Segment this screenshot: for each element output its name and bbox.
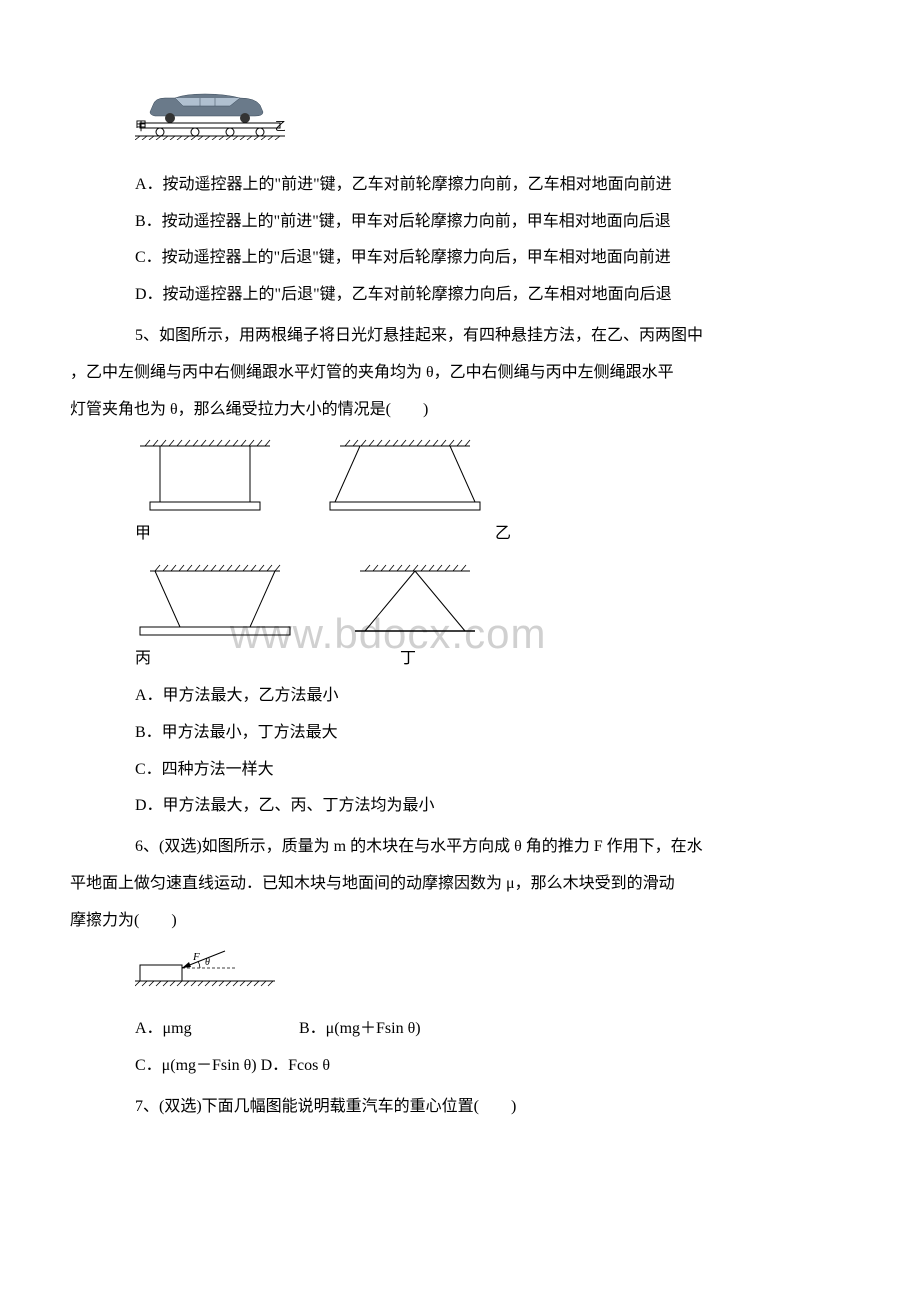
q6-option-a: A．μmg [135, 1015, 295, 1044]
svg-text:F: F [192, 951, 200, 963]
q5-option-a: A．甲方法最大，乙方法最小 [135, 682, 850, 711]
q6-option-b: B．μ(mg＋Fsin θ) [299, 1020, 421, 1037]
q5-diagram-row2: 丙 丁 [135, 561, 850, 674]
q5-text-cont1: ，乙中左侧绳与丙中右侧绳跟水平灯管的夹角均为 θ，乙中右侧绳与丙中左侧绳跟水平 [70, 359, 850, 388]
q5-diagram-row1: 甲 乙 [135, 436, 850, 549]
q5-label-bing: 丙 [135, 645, 151, 674]
q5-option-b: B．甲方法最小，丁方法最大 [135, 719, 850, 748]
q6-figure: F θ [135, 948, 850, 1004]
q6-text-cont1: 平地面上做匀速直线运动．已知木块与地面间的动摩擦因数为 μ，那么木块受到的滑动 [70, 870, 850, 899]
q4-option-b: B．按动遥控器上的"前进"键，甲车对后轮摩擦力向前，甲车相对地面向后退 [135, 208, 850, 237]
q5-option-c: C．四种方法一样大 [135, 756, 850, 785]
svg-text:乙: 乙 [275, 119, 285, 133]
q6-option-c: C．μ(mg－Fsin θ) [135, 1057, 257, 1074]
q5-text-cont2: 灯管夹角也为 θ，那么绳受拉力大小的情况是( ) [70, 396, 850, 425]
q5-label-jia: 甲 [135, 520, 151, 549]
q6-options-ab: A．μmg B．μ(mg＋Fsin θ) [135, 1015, 850, 1044]
q6-option-d: D．Fcos θ [261, 1057, 330, 1074]
q4-figure: 甲 乙 [135, 90, 850, 151]
q7-text: 7、(双选)下面几幅图能说明载重汽车的重心位置( ) [70, 1093, 850, 1122]
q5-label-ding: 丁 [400, 645, 416, 674]
q4-option-c: C．按动遥控器上的"后退"键，甲车对后轮摩擦力向后，甲车相对地面向前进 [135, 244, 850, 273]
q4-option-d: D．按动遥控器上的"后退"键，乙车对前轮摩擦力向后，乙车相对地面向后退 [135, 281, 850, 310]
q6-options-cd: C．μ(mg－Fsin θ) D．Fcos θ [135, 1052, 850, 1081]
q4-option-a: A．按动遥控器上的"前进"键，乙车对前轮摩擦力向前，乙车相对地面向前进 [135, 171, 850, 200]
svg-text:θ: θ [205, 957, 210, 968]
q5-option-d: D．甲方法最大，乙、丙、丁方法均为最小 [135, 792, 850, 821]
q6-text-cont2: 摩擦力为( ) [70, 907, 850, 936]
svg-text:甲: 甲 [135, 119, 147, 133]
q6-text: 6、(双选)如图所示，质量为 m 的木块在与水平方向成 θ 角的推力 F 作用下… [70, 833, 850, 862]
q5-label-yi: 乙 [495, 520, 511, 549]
q5-text: 5、如图所示，用两根绳子将日光灯悬挂起来，有四种悬挂方法，在乙、丙两图中 [70, 322, 850, 351]
